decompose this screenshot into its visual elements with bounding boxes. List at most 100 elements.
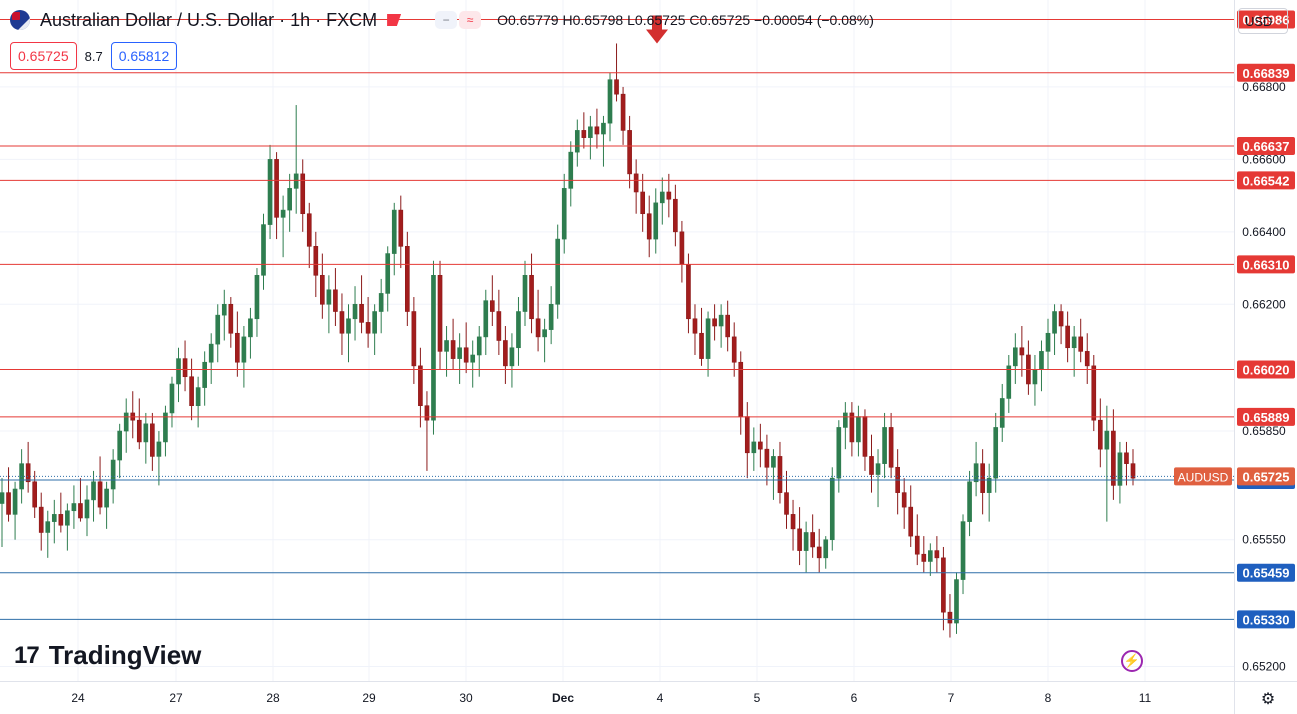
candle-body xyxy=(607,79,613,124)
y-tick-label: 0.65200 xyxy=(1242,660,1286,674)
candle-body xyxy=(888,427,894,468)
candle-body xyxy=(744,416,750,454)
candle-body xyxy=(620,93,626,131)
candle-body xyxy=(398,209,404,247)
candle-body xyxy=(208,343,214,363)
candle-body xyxy=(640,191,646,215)
candle-body xyxy=(0,492,5,504)
candle-body xyxy=(803,532,809,551)
symbol-title[interactable]: Australian Dollar / U.S. Dollar · 1h · F… xyxy=(40,9,378,30)
currency-label: USD xyxy=(1245,13,1273,29)
candle-body xyxy=(306,213,312,247)
marker xyxy=(646,15,668,44)
y-tick-label: 0.66800 xyxy=(1242,80,1286,94)
candle-body xyxy=(614,79,619,95)
buy-price-button[interactable]: 0.65812 xyxy=(110,42,178,70)
open-value: 0.65779 xyxy=(507,12,559,28)
candle-body xyxy=(856,416,861,443)
candle-body xyxy=(45,521,51,533)
x-tick-label: 7 xyxy=(948,691,955,705)
candle-body xyxy=(973,463,979,483)
collapse-toggle[interactable]: − xyxy=(435,11,458,29)
x-tick-label: 24 xyxy=(71,691,85,705)
candle-body xyxy=(568,151,574,189)
level-price-tag xyxy=(1237,407,1295,426)
horizontal-levels: 0.66986 0.66839 0.66637 0.66542 0.66310 0.660… xyxy=(0,10,1295,629)
candle-body xyxy=(1019,347,1025,356)
down-arrow-icon xyxy=(646,15,668,44)
candle-body xyxy=(764,448,770,468)
candle-body xyxy=(385,253,391,294)
candle-body xyxy=(437,274,443,352)
candle-body xyxy=(215,314,221,345)
candle-body xyxy=(25,463,31,483)
candle-body xyxy=(496,311,502,341)
candle-body xyxy=(483,300,489,338)
candle-body xyxy=(581,130,587,138)
low-value: 0.65725 xyxy=(634,12,686,28)
candle-body xyxy=(333,289,338,312)
low-label: L xyxy=(627,12,635,28)
sell-price-button[interactable]: 0.65725 xyxy=(10,42,77,70)
candle-body xyxy=(235,332,240,363)
candle-body xyxy=(391,209,397,254)
level-price-tag xyxy=(1237,610,1295,629)
gear-icon[interactable]: ⚙ xyxy=(1260,691,1276,708)
toggle-group: − ≈ xyxy=(435,11,482,29)
candle-body xyxy=(58,514,64,526)
candle-body xyxy=(588,126,593,138)
candle-body xyxy=(431,274,436,421)
candle-body xyxy=(293,173,299,189)
level-price-tag xyxy=(1237,360,1295,379)
x-tick-label: 27 xyxy=(169,691,183,705)
candle-body xyxy=(287,188,292,211)
candle-body xyxy=(666,191,672,200)
candle-body xyxy=(1058,311,1064,327)
candle-body xyxy=(248,318,253,338)
compare-toggle[interactable]: ≈ xyxy=(459,11,482,29)
candle-body xyxy=(574,130,580,153)
high-value: 0.65798 xyxy=(572,12,624,28)
lightning-icon[interactable]: ⚡ xyxy=(1121,650,1143,672)
candle-body xyxy=(810,532,815,548)
candle-body xyxy=(470,354,476,363)
candle-body xyxy=(163,412,168,443)
candle-body xyxy=(941,557,946,613)
candle-body xyxy=(457,347,462,359)
candle-body xyxy=(339,311,345,334)
candle-body xyxy=(908,506,914,537)
candle-body xyxy=(692,318,698,334)
candle-body xyxy=(758,441,763,450)
candle-body xyxy=(65,510,70,526)
candle-body xyxy=(136,419,142,443)
candle-body xyxy=(1097,419,1103,450)
candle-body xyxy=(1111,430,1116,486)
candle-body xyxy=(921,553,927,562)
level-price-label: 0.66020 xyxy=(1243,362,1290,377)
candle-body xyxy=(195,387,201,407)
candle-body xyxy=(320,274,325,305)
level-price-tag xyxy=(1237,10,1295,29)
symbol-tag-label: AUDUSD xyxy=(1178,470,1229,484)
tradingview-logo[interactable]: 17 TradingView xyxy=(14,640,201,671)
candle-body xyxy=(542,329,547,338)
candle-body xyxy=(326,289,332,305)
candle-body xyxy=(71,503,77,512)
candle-body xyxy=(169,383,175,414)
candle-body xyxy=(659,191,665,204)
candle-body xyxy=(110,459,116,490)
currency-dropdown[interactable]: USD ⌄ xyxy=(1238,8,1288,34)
candle-body xyxy=(901,492,907,508)
candle-body xyxy=(1032,369,1038,385)
candle-body xyxy=(313,246,319,276)
candle-body xyxy=(627,130,632,175)
current-price-label: 0.65725 xyxy=(1243,469,1290,484)
candle-body xyxy=(928,550,933,562)
candle-body xyxy=(738,361,744,417)
candle-body xyxy=(1117,452,1123,486)
candle-body xyxy=(522,274,528,312)
flag-tag-icon[interactable] xyxy=(387,14,402,26)
candle-body xyxy=(751,441,757,454)
x-tick-label: 29 xyxy=(362,691,376,705)
